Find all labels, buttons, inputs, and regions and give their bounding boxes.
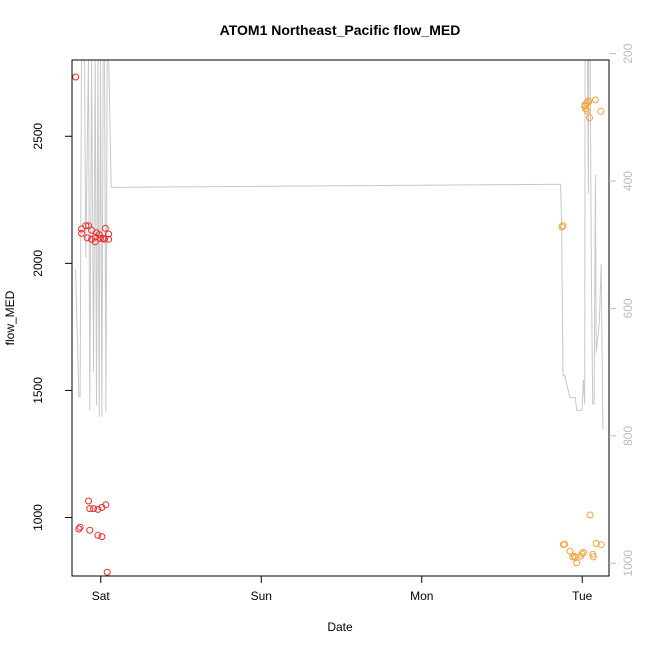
scatter-point [85, 497, 92, 505]
scatter-point [591, 96, 599, 104]
scatter-point [583, 107, 591, 115]
plot-frame [71, 59, 610, 577]
x-axis-label: Date [327, 620, 353, 634]
scatter-point [559, 222, 567, 230]
scatter-point [76, 523, 84, 531]
secondary-line-series [75, 60, 604, 430]
scatter-point [561, 540, 569, 548]
scatter-point [558, 223, 566, 231]
y-tick-label: 2000 [31, 250, 45, 277]
scatter-point [91, 238, 99, 246]
scatter-point [90, 505, 97, 513]
scatter-point [97, 234, 104, 242]
scatter-point [586, 511, 594, 519]
scatter-point [597, 541, 605, 549]
scatter-point [95, 231, 103, 239]
scatter-point [99, 234, 107, 242]
scatter-point [579, 549, 587, 557]
y2-tick-label: 600 [621, 298, 635, 318]
scatter-points-group [72, 73, 605, 576]
axes-group: Sat Sun Mon Tue 1000 1500 2000 2500 200 400 600 800… [31, 43, 635, 603]
scatter-point [585, 98, 593, 106]
scatter-point [592, 540, 600, 547]
x-tick-label: Mon [410, 589, 433, 603]
scatter-point [83, 234, 91, 242]
scatter-point [78, 229, 85, 237]
y-axis-label: flow_MED [3, 290, 17, 345]
chart-title: ATOM1 Northeast_Pacific flow_MED [220, 22, 461, 38]
y2-tick-label: 400 [621, 171, 635, 191]
scatter-point [101, 235, 108, 243]
scatter-point [578, 550, 586, 558]
x-tick-label: Sat [92, 589, 111, 603]
scatter-point [586, 114, 593, 122]
scatter-point [78, 225, 85, 233]
y2-tick-label: 1000 [621, 550, 635, 577]
y-tick-label: 2500 [31, 123, 45, 150]
scatter-point [597, 107, 605, 115]
scatter-point [94, 505, 102, 513]
y2-tick-label: 800 [621, 426, 635, 446]
y2-tick-label: 200 [621, 43, 635, 63]
scatter-point [103, 568, 111, 576]
scatter-point [102, 501, 110, 509]
scatter-point [82, 222, 90, 230]
scatter-point [75, 525, 83, 533]
scatter-point [566, 547, 574, 555]
y-tick-label: 1500 [31, 377, 45, 404]
scatter-point [86, 526, 94, 534]
scatter-point [94, 531, 102, 539]
x-tick-label: Tue [572, 589, 593, 603]
scatter-point [589, 553, 597, 561]
line-series-group [75, 60, 604, 430]
scatter-point [72, 73, 80, 81]
scatter-point [573, 559, 581, 567]
y-tick-label: 1000 [31, 504, 45, 531]
scatter-point [101, 224, 109, 232]
scatter-point [98, 533, 106, 541]
scatter-point [105, 235, 113, 243]
x-tick-label: Sun [251, 589, 272, 603]
scatter-point [86, 505, 94, 513]
scatter-point [105, 230, 113, 238]
